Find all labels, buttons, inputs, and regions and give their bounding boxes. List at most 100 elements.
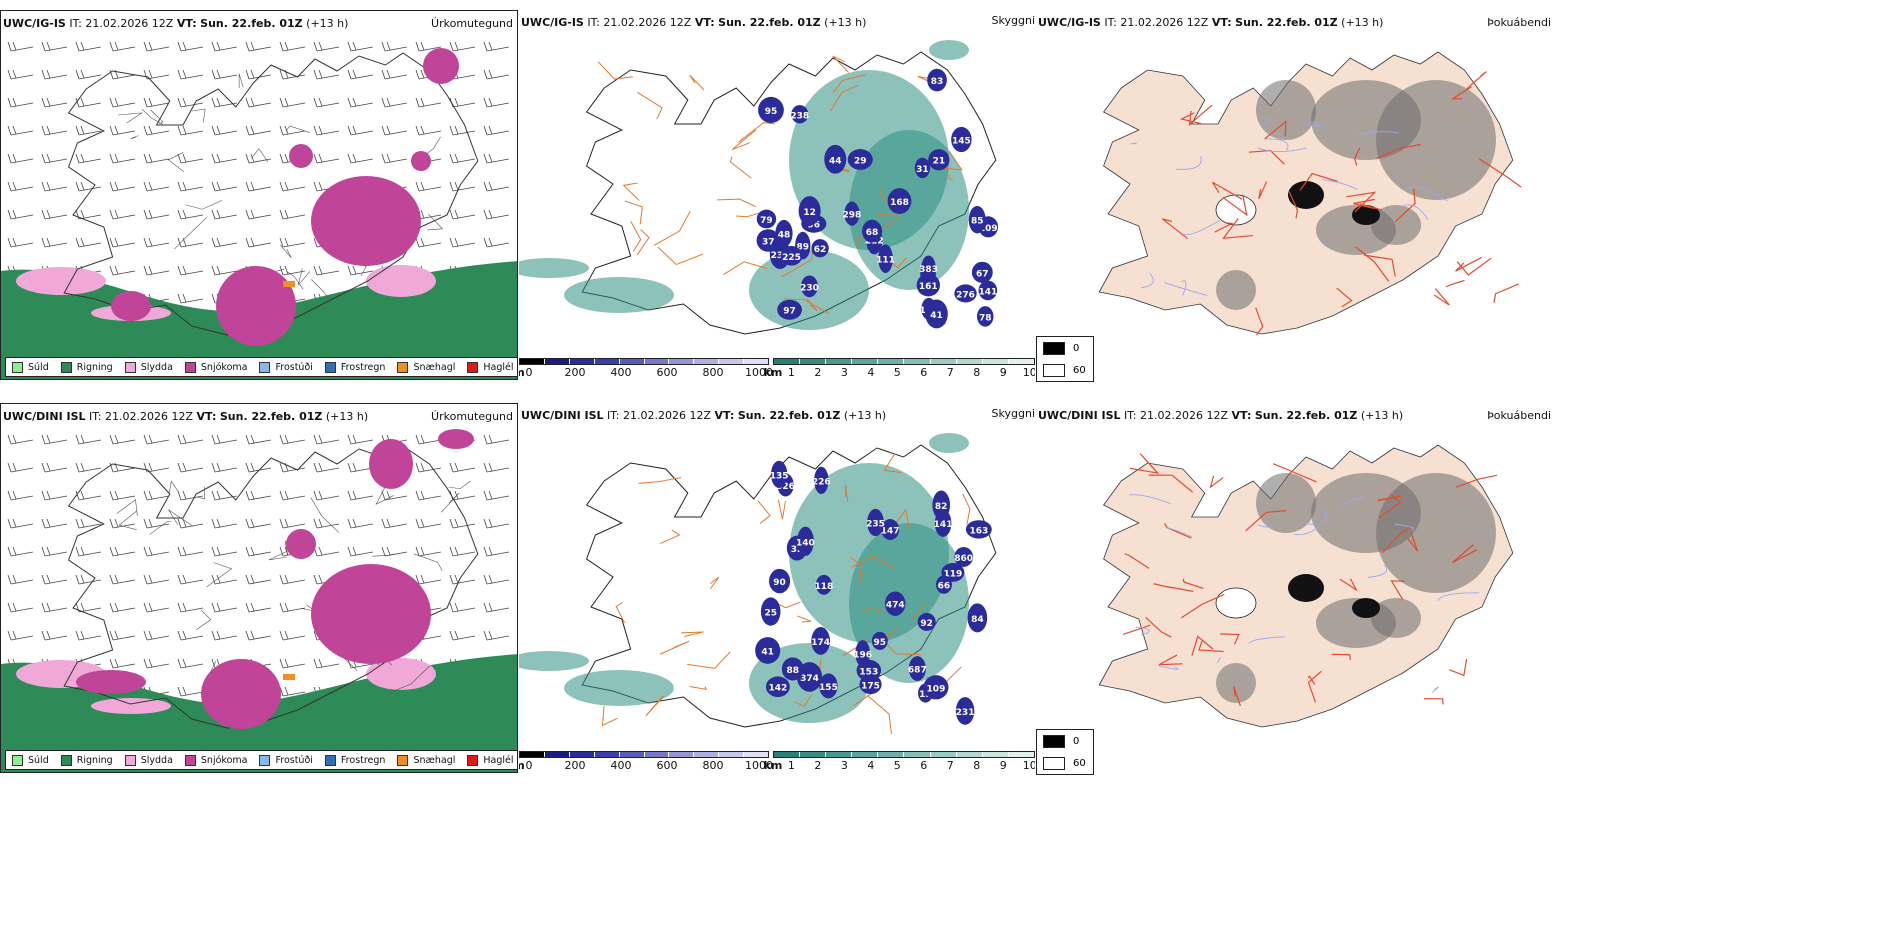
- road-line: [392, 665, 430, 692]
- barb-feather: [211, 237, 216, 248]
- barb-feather: [313, 490, 318, 501]
- barb-shaft: [452, 635, 476, 641]
- barb-feather: [279, 462, 284, 473]
- barb-shaft: [146, 663, 170, 669]
- road-line: [1452, 544, 1478, 564]
- wind-barb: [347, 69, 374, 80]
- barb-feather: [483, 125, 488, 136]
- snow-area: [438, 429, 474, 449]
- barb-shaft: [452, 46, 476, 52]
- road-line: [196, 486, 205, 500]
- barb-shaft: [316, 439, 340, 445]
- road-line: [1258, 181, 1268, 200]
- barb-feather: [347, 125, 352, 136]
- cloud-ceiling-cell: [932, 490, 951, 520]
- barb-shaft: [248, 635, 272, 641]
- wind-barb: [313, 546, 340, 557]
- barb-feather: [75, 41, 80, 52]
- barb-shaft: [10, 242, 34, 248]
- barb-feather: [449, 574, 454, 585]
- road-line: [689, 74, 705, 91]
- wind-barb: [211, 125, 238, 136]
- wind-barb: [7, 209, 34, 220]
- legend-item: Súld: [12, 754, 49, 766]
- wind-barb: [109, 574, 136, 585]
- cloud-ceiling-cell: [878, 244, 893, 273]
- barb-shaft: [282, 130, 306, 136]
- wind-barb: [75, 69, 102, 80]
- scale-bin: [826, 752, 853, 757]
- wind-barb: [245, 237, 272, 248]
- barb-shaft: [78, 158, 102, 164]
- scale-tick-label: 800: [702, 366, 724, 379]
- wind-barb: [75, 237, 102, 248]
- barb-feather: [80, 181, 85, 191]
- barb-feather: [279, 434, 284, 445]
- barb-shaft: [350, 495, 374, 501]
- barb-feather: [415, 574, 420, 585]
- barb-shaft: [486, 635, 510, 641]
- fog-scale-swatch: [1043, 756, 1065, 770]
- barb-shaft: [486, 439, 510, 445]
- barb-feather: [415, 69, 420, 80]
- barb-shaft: [44, 439, 68, 445]
- wind-barb: [41, 237, 68, 248]
- barb-feather: [216, 237, 221, 247]
- wind-barb: [483, 125, 510, 136]
- barb-feather: [177, 97, 182, 108]
- river-line: [1294, 527, 1319, 536]
- wind-barb: [449, 125, 476, 136]
- barb-shaft: [112, 495, 136, 501]
- wind-barb: [177, 181, 204, 192]
- barb-feather: [114, 209, 119, 219]
- barb-shaft: [418, 467, 442, 473]
- barb-shaft: [112, 579, 136, 585]
- barb-shaft: [418, 523, 442, 529]
- wind-barb: [143, 658, 170, 669]
- barb-feather: [41, 518, 46, 529]
- snow-area: [216, 266, 296, 346]
- river-line: [1183, 220, 1220, 236]
- road-line: [1336, 287, 1353, 308]
- legend-item: Haglél: [467, 361, 514, 373]
- scale-tick-label: 6: [920, 366, 928, 379]
- barb-shaft: [316, 467, 340, 473]
- barb-feather: [182, 209, 187, 219]
- barb-feather: [182, 237, 187, 247]
- ceiling-height-label: 153: [859, 667, 878, 677]
- barb-feather: [420, 518, 425, 528]
- barb-feather: [284, 686, 289, 696]
- barb-feather: [109, 97, 114, 108]
- barb-feather: [420, 209, 425, 219]
- legend-label: Haglél: [483, 361, 514, 373]
- road-line: [845, 484, 849, 503]
- cloud-ceiling-cell: [971, 261, 993, 283]
- wind-barb: [177, 41, 204, 52]
- barb-shaft: [180, 607, 204, 613]
- road-line: [830, 84, 859, 112]
- wind-barb: [109, 97, 136, 108]
- road-line: [1423, 698, 1444, 705]
- barb-shaft: [486, 158, 510, 164]
- legend-item: Snjókoma: [184, 361, 247, 373]
- barb-shaft: [316, 46, 340, 52]
- road-line: [1307, 670, 1322, 703]
- ceiling-height-label: 37: [762, 237, 775, 247]
- barb-feather: [488, 209, 493, 219]
- cloud-ceiling-cell: [927, 68, 947, 92]
- panel-title: UWC/DINI ISL IT: 21.02.2026 12Z VT: Sun.…: [521, 409, 887, 422]
- road-line: [862, 608, 888, 614]
- barb-feather: [245, 237, 250, 248]
- barb-feather: [449, 181, 454, 192]
- barb-feather: [250, 602, 255, 612]
- barb-feather: [46, 97, 51, 107]
- wind-barb: [313, 434, 340, 445]
- barb-feather: [216, 602, 221, 612]
- barb-feather: [454, 602, 459, 612]
- barb-feather: [381, 69, 386, 80]
- wind-barb: [177, 518, 204, 529]
- barb-feather: [7, 546, 12, 557]
- barb-shaft: [452, 158, 476, 164]
- barb-shaft: [112, 46, 136, 52]
- road-line: [1153, 583, 1194, 592]
